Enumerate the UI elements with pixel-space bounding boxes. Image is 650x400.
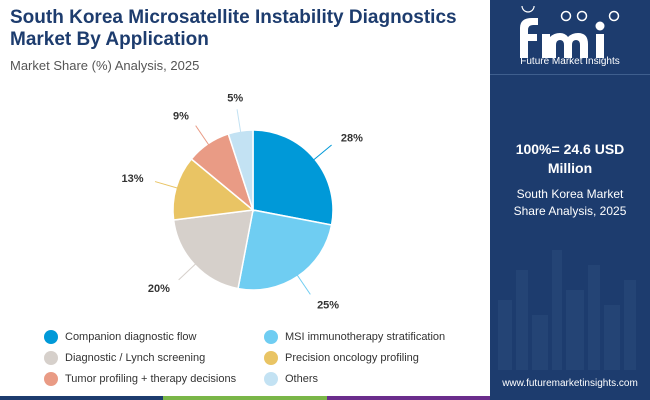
slice-data-label: 5% bbox=[227, 92, 243, 104]
legend-item: Others bbox=[264, 372, 318, 386]
pie-slice bbox=[252, 129, 334, 226]
legend-item: Precision oncology profiling bbox=[264, 351, 419, 365]
legend-swatch bbox=[44, 351, 58, 365]
legend-swatch bbox=[264, 372, 278, 386]
slice-data-label: 9% bbox=[173, 111, 189, 123]
bottom-bar-segment bbox=[326, 396, 490, 400]
legend-item: Diagnostic / Lynch screening bbox=[44, 351, 205, 365]
legend-label: MSI immunotherapy stratification bbox=[285, 331, 446, 343]
pie-chart: 28% 25% 20% 13% 9% 5% bbox=[0, 88, 490, 320]
legend-label: Precision oncology profiling bbox=[285, 352, 419, 364]
bottom-bar-segment bbox=[163, 396, 327, 400]
skyline-decoration-icon bbox=[498, 250, 636, 370]
legend-label: Others bbox=[285, 373, 319, 385]
legend-label: Diagnostic / Lynch screening bbox=[65, 352, 206, 364]
fmi-logo-icon bbox=[520, 6, 620, 58]
legend-swatch bbox=[44, 330, 58, 344]
website-url[interactable]: www.futuremarketinsights.com bbox=[502, 378, 638, 389]
side-panel: Future Market Insights 100%= 24.6 USD Mi… bbox=[490, 0, 650, 400]
leader-line bbox=[195, 125, 213, 150]
slice-data-label: 25% bbox=[317, 299, 339, 311]
slice-data-label: 28% bbox=[341, 132, 363, 144]
leader-line bbox=[236, 109, 242, 138]
legend-item: MSI immunotherapy stratification bbox=[264, 330, 445, 344]
bottom-color-bar bbox=[0, 396, 490, 400]
legend-label: Tumor profiling + therapy decisions bbox=[65, 373, 237, 385]
pie-slice bbox=[237, 209, 333, 291]
legend-swatch bbox=[264, 351, 278, 365]
leader-line bbox=[178, 260, 200, 281]
chart-title: South Korea Microsatellite Instability D… bbox=[10, 7, 457, 50]
leader-line bbox=[293, 270, 311, 295]
legend-label: Companion diagnostic flow bbox=[65, 331, 197, 343]
legend-item: Tumor profiling + therapy decisions bbox=[44, 372, 236, 386]
logo-text: Future Market Insights bbox=[520, 56, 620, 67]
legend-item: Companion diagnostic flow bbox=[44, 330, 196, 344]
leader-line bbox=[309, 144, 332, 164]
slice-data-label: 20% bbox=[148, 283, 170, 295]
total-market-value: 100%= 24.6 USD Million bbox=[515, 141, 625, 176]
panel-subtitle: South Korea Market Share Analysis, 2025 bbox=[513, 187, 627, 218]
panel-divider bbox=[490, 74, 650, 75]
legend-swatch bbox=[264, 330, 278, 344]
chart-subtitle: Market Share (%) Analysis, 2025 bbox=[10, 58, 200, 73]
pie-svg: 28% 25% 20% 13% 9% 5% bbox=[121, 92, 363, 311]
bottom-bar-segment bbox=[0, 396, 164, 400]
slice-data-label: 13% bbox=[121, 173, 143, 185]
leader-line bbox=[154, 181, 183, 190]
legend-swatch bbox=[44, 372, 58, 386]
